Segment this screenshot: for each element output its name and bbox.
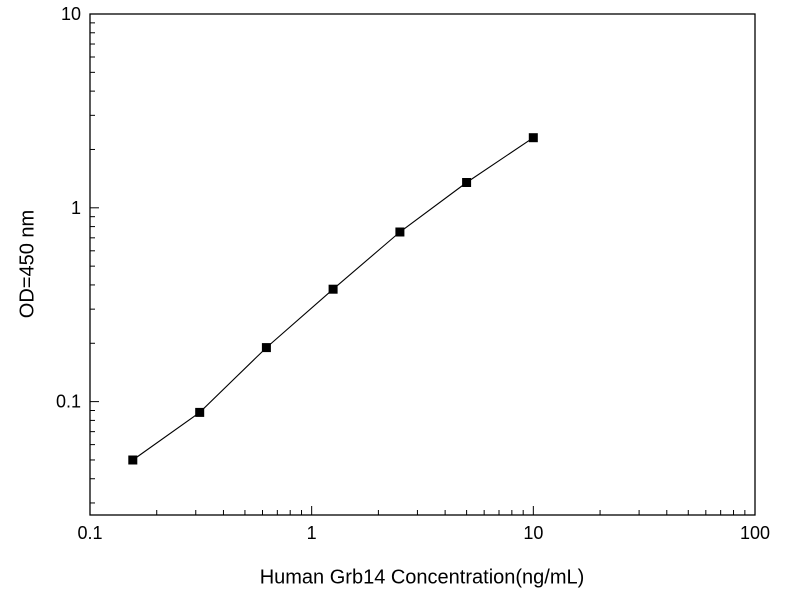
data-point-marker [195,407,205,417]
svg-text:100: 100 [740,523,770,543]
data-points [128,133,538,465]
svg-text:10: 10 [523,523,543,543]
data-point-marker [462,178,472,187]
data-point-marker [261,343,271,353]
x-axis-ticks [89,506,756,515]
y-axis-ticks [90,13,99,504]
data-point-marker [528,133,538,143]
data-point-marker [328,284,338,294]
y-axis-title: OD=450 nm [16,209,39,319]
svg-text:10: 10 [61,4,81,24]
svg-text:1: 1 [307,523,317,543]
plot-frame [89,13,756,516]
x-axis-title: Human Grb14 Concentration(ng/mL) [259,566,585,589]
data-line [132,137,534,461]
svg-text:1: 1 [71,198,81,218]
x-tick-labels: 0.1 1 10 100 [77,523,770,543]
svg-text:0.1: 0.1 [56,392,81,412]
data-point-marker [395,227,405,237]
data-point-marker [128,455,138,465]
svg-text:0.1: 0.1 [77,523,102,543]
y-tick-labels: 0.1 1 10 [56,4,81,412]
